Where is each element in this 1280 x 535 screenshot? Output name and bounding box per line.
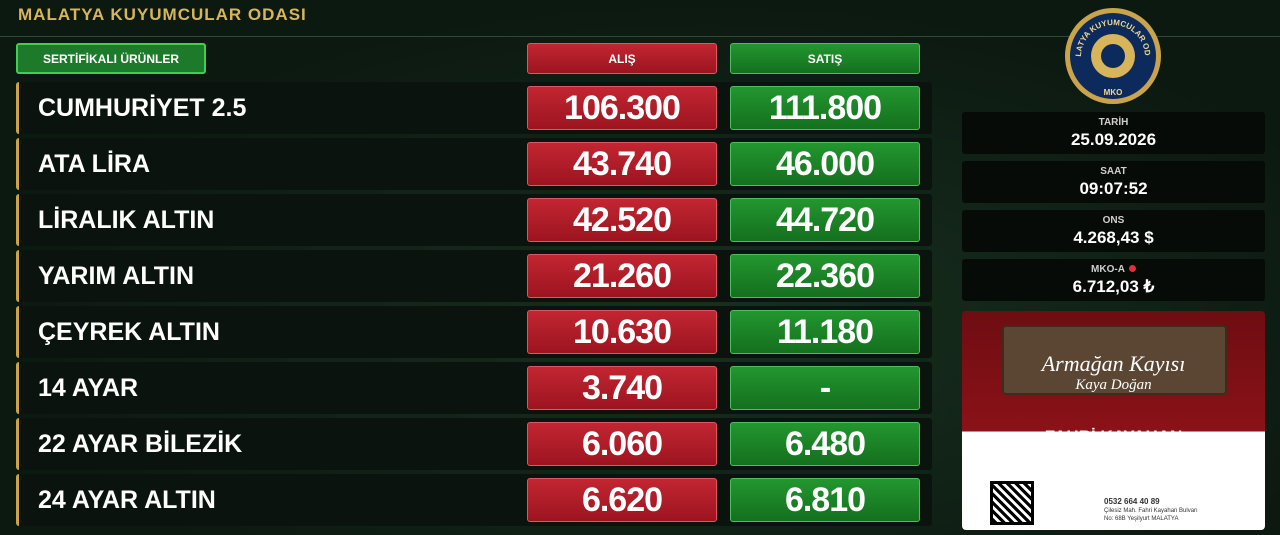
sell-price: -	[730, 366, 920, 410]
sell-price: 11.180	[730, 310, 920, 354]
info-box: MKO-A 6.712,03 ₺	[962, 259, 1265, 301]
info-box: ONS 4.268,43 $	[962, 210, 1265, 252]
ad-slogan: BULVARINDAYIZ!	[1043, 447, 1184, 466]
ad-sign	[1002, 325, 1227, 395]
sell-price: 44.720	[730, 198, 920, 242]
buy-price: 21.260	[527, 254, 717, 298]
live-dot	[1128, 265, 1136, 272]
ad-web: www.armagankayisi.com.tr	[1062, 467, 1165, 476]
logo-short: MKO	[1104, 88, 1123, 97]
buy-price: 106.300	[527, 86, 717, 130]
sell-price: 6.480	[730, 422, 920, 466]
info-label: MKO-A	[962, 264, 1265, 275]
product-name: 22 AYAR BİLEZİK	[38, 429, 243, 458]
info-label: ONS	[1102, 215, 1125, 226]
product-name: ATA LİRA	[38, 149, 151, 178]
info-value: 25.09.2026	[1070, 130, 1157, 149]
ad-address: No: 68B Yeşilyurt MALATYA	[1104, 516, 1179, 522]
logo-emblem-inner	[1101, 44, 1125, 68]
divider	[0, 36, 1280, 37]
info-value: 6.712,03 ₺	[1072, 277, 1155, 296]
buy-price: 3.740	[527, 366, 717, 410]
info-label: SAAT	[1100, 166, 1127, 177]
sell-price: 6.810	[730, 478, 920, 522]
ad-phone: 0532 664 40 89	[1104, 497, 1160, 506]
ad-brand: Armağan Kayısı	[1041, 351, 1186, 376]
product-name: 24 AYAR ALTIN	[38, 485, 216, 514]
info-value: 09:07:52	[1079, 179, 1148, 198]
info-value: 4.268,43 $	[1073, 228, 1154, 247]
sell-price: 111.800	[730, 86, 920, 130]
products-header: SERTİFİKALI ÜRÜNLER	[16, 43, 206, 74]
sell-price: 22.360	[730, 254, 920, 298]
advertisement: Armağan Kayısı Kaya Doğan FAHRİ KAYAHAN …	[962, 311, 1265, 530]
product-name: ÇEYREK ALTIN	[38, 317, 220, 346]
product-name: YARIM ALTIN	[38, 261, 195, 290]
page-title: MALATYA KUYUMCULAR ODASI	[18, 5, 307, 24]
ad-owner: Kaya Doğan	[1075, 377, 1152, 393]
product-name: 14 AYAR	[38, 373, 139, 402]
buy-price: 43.740	[527, 142, 717, 186]
product-name: CUMHURİYET 2.5	[38, 93, 247, 122]
sell-price: 46.000	[730, 142, 920, 186]
info-label: TARİH	[1098, 117, 1129, 128]
buy-header: ALIŞ	[527, 43, 717, 74]
sell-header: SATIŞ	[730, 43, 920, 74]
info-box: TARİH 25.09.2026	[962, 112, 1265, 154]
ad-address: Çilesiz Mah. Fahri Kayahan Bulvarı	[1104, 508, 1198, 514]
ad-slogan: FAHRİ KAYAHAN	[1044, 427, 1183, 446]
logo: MALATYA KUYUMCULAR ODASI MKO	[1063, 5, 1161, 104]
buy-price: 6.620	[527, 478, 717, 522]
buy-price: 42.520	[527, 198, 717, 242]
buy-price: 10.630	[527, 310, 717, 354]
product-name: LİRALIK ALTIN	[38, 205, 215, 234]
info-box: SAAT 09:07:52	[962, 161, 1265, 203]
buy-price: 6.060	[527, 422, 717, 466]
qr-code	[990, 481, 1034, 525]
